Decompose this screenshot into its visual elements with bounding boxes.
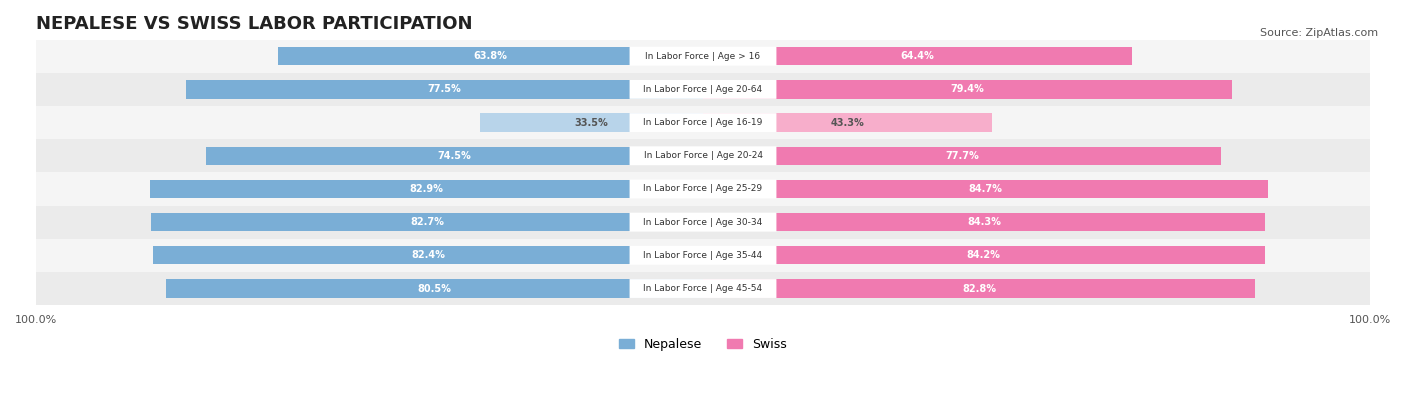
Legend: Nepalese, Swiss: Nepalese, Swiss — [614, 333, 792, 356]
Bar — [703, 80, 1233, 98]
Text: 84.2%: 84.2% — [967, 250, 1001, 260]
Bar — [37, 73, 1369, 106]
Text: 77.7%: 77.7% — [945, 151, 979, 161]
Bar — [37, 106, 1369, 139]
FancyBboxPatch shape — [630, 146, 776, 165]
Bar — [703, 213, 1265, 231]
FancyBboxPatch shape — [630, 246, 776, 265]
Text: In Labor Force | Age 30-34: In Labor Force | Age 30-34 — [644, 218, 762, 227]
Bar — [37, 272, 1369, 305]
Text: 82.7%: 82.7% — [411, 217, 444, 227]
Bar — [207, 147, 703, 165]
Bar — [37, 172, 1369, 205]
Text: NEPALESE VS SWISS LABOR PARTICIPATION: NEPALESE VS SWISS LABOR PARTICIPATION — [37, 15, 472, 33]
Bar — [37, 239, 1369, 272]
FancyBboxPatch shape — [630, 179, 776, 198]
Bar — [37, 205, 1369, 239]
Text: 64.4%: 64.4% — [901, 51, 935, 61]
Bar — [703, 180, 1268, 198]
Text: 84.3%: 84.3% — [967, 217, 1001, 227]
Text: 79.4%: 79.4% — [950, 85, 984, 94]
Text: Source: ZipAtlas.com: Source: ZipAtlas.com — [1260, 28, 1378, 38]
Bar — [37, 139, 1369, 172]
Bar — [703, 279, 1256, 298]
FancyBboxPatch shape — [630, 113, 776, 132]
Bar — [703, 113, 991, 132]
Text: 84.7%: 84.7% — [969, 184, 1002, 194]
FancyBboxPatch shape — [630, 47, 776, 66]
Bar — [37, 40, 1369, 73]
Bar — [703, 47, 1132, 65]
FancyBboxPatch shape — [630, 279, 776, 298]
Text: 74.5%: 74.5% — [437, 151, 471, 161]
Bar — [153, 246, 703, 265]
FancyBboxPatch shape — [630, 213, 776, 231]
Text: 80.5%: 80.5% — [418, 284, 451, 293]
Text: In Labor Force | Age 16-19: In Labor Force | Age 16-19 — [644, 118, 762, 127]
Bar — [277, 47, 703, 65]
Text: 63.8%: 63.8% — [474, 51, 508, 61]
Bar — [703, 147, 1222, 165]
Text: 82.9%: 82.9% — [409, 184, 443, 194]
Bar — [186, 80, 703, 98]
Bar — [166, 279, 703, 298]
Text: In Labor Force | Age 25-29: In Labor Force | Age 25-29 — [644, 184, 762, 194]
Text: In Labor Force | Age 35-44: In Labor Force | Age 35-44 — [644, 251, 762, 260]
Text: 82.4%: 82.4% — [412, 250, 446, 260]
Text: 33.5%: 33.5% — [575, 118, 609, 128]
Bar — [479, 113, 703, 132]
Bar — [150, 180, 703, 198]
FancyBboxPatch shape — [630, 80, 776, 99]
Text: In Labor Force | Age 20-64: In Labor Force | Age 20-64 — [644, 85, 762, 94]
Bar — [152, 213, 703, 231]
Text: 77.5%: 77.5% — [427, 85, 461, 94]
Bar — [703, 246, 1264, 265]
Text: 82.8%: 82.8% — [962, 284, 995, 293]
Text: In Labor Force | Age 20-24: In Labor Force | Age 20-24 — [644, 151, 762, 160]
Text: In Labor Force | Age > 16: In Labor Force | Age > 16 — [645, 52, 761, 61]
Text: In Labor Force | Age 45-54: In Labor Force | Age 45-54 — [644, 284, 762, 293]
Text: 43.3%: 43.3% — [831, 118, 865, 128]
